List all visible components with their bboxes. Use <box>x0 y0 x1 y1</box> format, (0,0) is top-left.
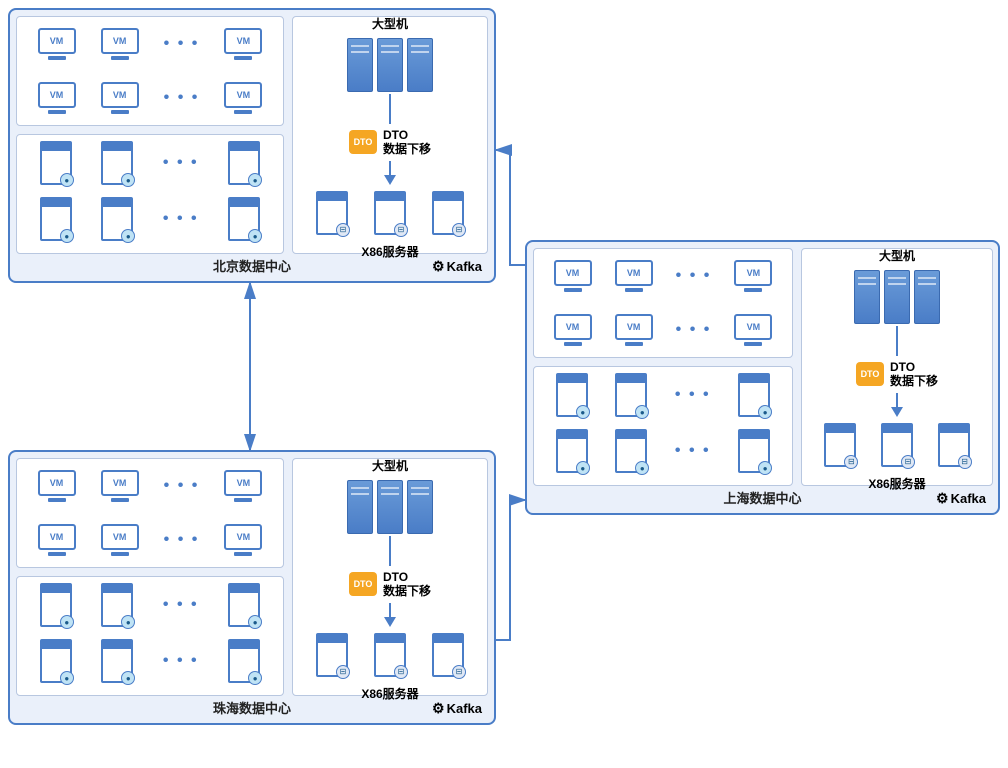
ellipsis-icon: • • • <box>164 531 200 549</box>
mainframe-panel: 大型机 DTO DTO数据下移 ⊟ ⊟ ⊟ X86服务器 <box>292 16 488 254</box>
vm-icon: VM <box>224 82 262 114</box>
vm-icon: VM <box>224 524 262 556</box>
x86-server-icon: ⊟ <box>938 423 970 467</box>
vm-icon: VM <box>38 524 76 556</box>
vm-icon: VM <box>224 28 262 60</box>
server-icon: ● <box>228 583 260 627</box>
x86-server-icon: ⊟ <box>824 423 856 467</box>
vm-icon: VM <box>554 314 592 346</box>
vm-icon: VM <box>734 260 772 292</box>
dto-label-1: DTO <box>383 128 431 142</box>
vm-cluster-panel: VM VM • • • VM VM VM • • • VM <box>16 458 284 568</box>
kafka-badge: Kafka <box>432 700 482 717</box>
datacenter-label: 上海数据中心 <box>723 488 801 507</box>
mainframe-title: 大型机 <box>802 247 992 264</box>
ellipsis-icon: • • • <box>164 89 200 107</box>
dto-block: DTO DTO数据下移 <box>293 128 487 157</box>
mainframe-icon <box>377 38 403 92</box>
vm-icon: VM <box>554 260 592 292</box>
datacenter-label: 北京数据中心 <box>213 256 291 275</box>
server-icon: ● <box>101 639 133 683</box>
ellipsis-icon: • • • <box>163 596 199 614</box>
server-cluster-panel: ● ● • • • ● ● ● • • • ● <box>16 576 284 696</box>
dto-label-2: 数据下移 <box>383 142 431 156</box>
vm-cluster-panel: VM VM • • • VM VM VM • • • VM <box>16 16 284 126</box>
ellipsis-icon: • • • <box>675 386 711 404</box>
vm-icon: VM <box>38 82 76 114</box>
server-icon: ● <box>101 583 133 627</box>
datacenter-zhuhai: VM VM • • • VM VM VM • • • VM ● ● • • • … <box>8 450 496 725</box>
server-icon: ● <box>556 429 588 473</box>
dto-badge-icon: DTO <box>349 130 377 154</box>
mainframe-panel: 大型机 DTO DTO数据下移 ⊟ ⊟ ⊟ X86服务器 <box>801 248 993 486</box>
ellipsis-icon: • • • <box>164 477 200 495</box>
server-icon: ● <box>738 373 770 417</box>
x86-server-icon: ⊟ <box>374 633 406 677</box>
dto-block: DTO DTO数据下移 <box>802 360 992 389</box>
x86-server-icon: ⊟ <box>316 633 348 677</box>
x86-server-icon: ⊟ <box>432 191 464 235</box>
vm-icon: VM <box>101 82 139 114</box>
server-icon: ● <box>40 583 72 627</box>
datacenter-label: 珠海数据中心 <box>213 698 291 717</box>
server-icon: ● <box>228 639 260 683</box>
vm-icon: VM <box>38 470 76 502</box>
mainframe-icon <box>377 480 403 534</box>
mainframe-icon <box>407 480 433 534</box>
dto-badge-icon: DTO <box>856 362 884 386</box>
dto-badge-icon: DTO <box>349 572 377 596</box>
server-icon: ● <box>615 429 647 473</box>
server-icon: ● <box>40 639 72 683</box>
kafka-badge: Kafka <box>432 258 482 275</box>
server-icon: ● <box>615 373 647 417</box>
server-cluster-panel: ● ● • • • ● ● ● • • • ● <box>16 134 284 254</box>
server-cluster-panel: ● ● • • • ● ● ● • • • ● <box>533 366 793 486</box>
mainframe-icon <box>914 270 940 324</box>
ellipsis-icon: • • • <box>675 442 711 460</box>
server-icon: ● <box>556 373 588 417</box>
ellipsis-icon: • • • <box>163 652 199 670</box>
dto-block: DTO DTO数据下移 <box>293 570 487 599</box>
dto-label-2: 数据下移 <box>890 374 938 388</box>
vm-cluster-panel: VM VM • • • VM VM VM • • • VM <box>533 248 793 358</box>
ellipsis-icon: • • • <box>163 154 199 172</box>
server-icon: ● <box>40 197 72 241</box>
server-icon: ● <box>228 141 260 185</box>
ellipsis-icon: • • • <box>163 210 199 228</box>
vm-icon: VM <box>101 524 139 556</box>
vm-icon: VM <box>224 470 262 502</box>
vm-icon: VM <box>101 28 139 60</box>
kafka-badge: Kafka <box>936 490 986 507</box>
server-icon: ● <box>101 197 133 241</box>
mainframe-panel: 大型机 DTO DTO数据下移 ⊟ ⊟ ⊟ X86服务器 <box>292 458 488 696</box>
vm-icon: VM <box>101 470 139 502</box>
mainframe-icon <box>884 270 910 324</box>
datacenter-beijing: VM VM • • • VM VM VM • • • VM ● ● • • • … <box>8 8 496 283</box>
x86-server-icon: ⊟ <box>432 633 464 677</box>
ellipsis-icon: • • • <box>676 321 712 339</box>
dto-label-2: 数据下移 <box>383 584 431 598</box>
vm-icon: VM <box>615 260 653 292</box>
mainframe-icon <box>347 480 373 534</box>
vm-icon: VM <box>38 28 76 60</box>
server-icon: ● <box>738 429 770 473</box>
dto-label-1: DTO <box>890 360 938 374</box>
mainframe-icon <box>347 38 373 92</box>
server-icon: ● <box>101 141 133 185</box>
ellipsis-icon: • • • <box>164 35 200 53</box>
x86-server-icon: ⊟ <box>881 423 913 467</box>
dto-label-1: DTO <box>383 570 431 584</box>
mainframe-icon <box>854 270 880 324</box>
vm-icon: VM <box>615 314 653 346</box>
mainframe-icon <box>407 38 433 92</box>
server-icon: ● <box>40 141 72 185</box>
x86-server-icon: ⊟ <box>316 191 348 235</box>
x86-server-icon: ⊟ <box>374 191 406 235</box>
datacenter-shanghai: VM VM • • • VM VM VM • • • VM ● ● • • • … <box>525 240 1000 515</box>
ellipsis-icon: • • • <box>676 267 712 285</box>
server-icon: ● <box>228 197 260 241</box>
vm-icon: VM <box>734 314 772 346</box>
mainframe-title: 大型机 <box>293 15 487 32</box>
mainframe-title: 大型机 <box>293 457 487 474</box>
